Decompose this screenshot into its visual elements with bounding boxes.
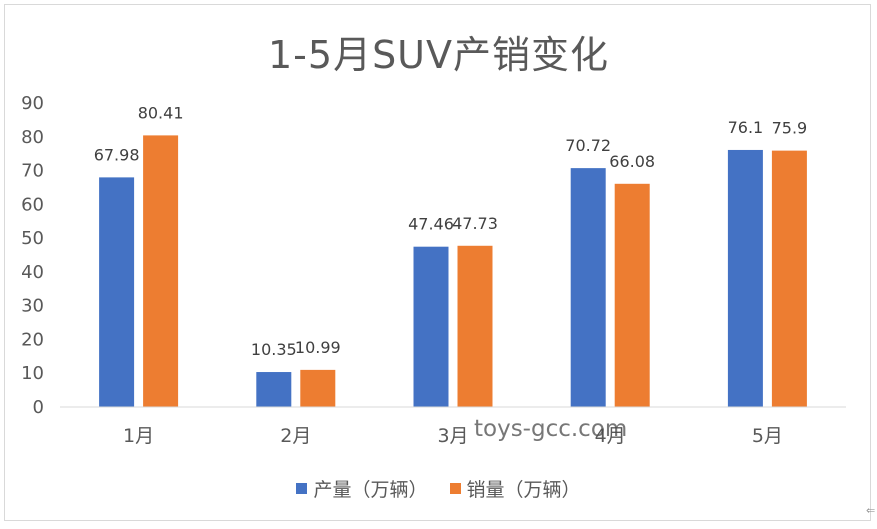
bar-sales [300,369,336,407]
y-tick-label: 20 [21,329,44,350]
legend-swatch-production [296,483,308,494]
bar-sales [457,245,493,407]
data-label: 47.46 [408,215,454,234]
data-label: 70.72 [565,136,611,155]
legend-label-production: 产量（万辆） [313,479,428,501]
data-label: 47.73 [452,214,498,233]
bar-production [727,149,763,407]
y-tick-label: 0 [33,397,44,418]
data-label: 76.1 [728,118,764,137]
bar-sales [143,135,179,407]
bar-production [570,168,606,407]
y-tick-label: 40 [21,262,44,283]
data-label: 80.41 [138,103,184,122]
y-tick-label: 60 [21,194,44,215]
data-label: 67.98 [94,145,140,164]
chart-title: 1-5月SUV产销变化 [268,33,609,77]
y-tick-label: 70 [21,161,44,182]
x-tick-label: 3月 [437,425,468,447]
chart-legend: 产量（万辆） 销量（万辆） [0,475,877,502]
x-tick-label: 2月 [280,425,311,447]
x-tick-label: 1月 [123,425,154,447]
data-label: 10.99 [295,338,341,357]
x-tick-label: 5月 [752,425,783,447]
legend-swatch-sales [449,483,461,494]
y-tick-label: 10 [21,363,44,384]
y-tick-label: 80 [21,127,44,148]
legend-item-production: 产量（万辆） [296,475,428,502]
data-label: 75.9 [772,119,808,138]
legend-item-sales: 销量（万辆） [449,475,581,502]
y-tick-label: 30 [21,296,44,317]
bar-production [99,177,135,407]
y-tick-label: 90 [21,93,44,114]
data-label: 10.35 [251,340,297,359]
bar-production [256,372,292,407]
scroll-arrow-icon: ⇐ [866,504,876,517]
y-tick-label: 50 [21,228,44,249]
x-tick-label: 4月 [595,425,626,447]
bar-sales [614,183,650,407]
bar-sales [771,150,807,408]
watermark-text: toys-gcc.com [474,416,628,442]
data-label: 66.08 [609,152,655,171]
bar-production [413,246,449,407]
legend-label-sales: 销量（万辆） [466,479,581,501]
